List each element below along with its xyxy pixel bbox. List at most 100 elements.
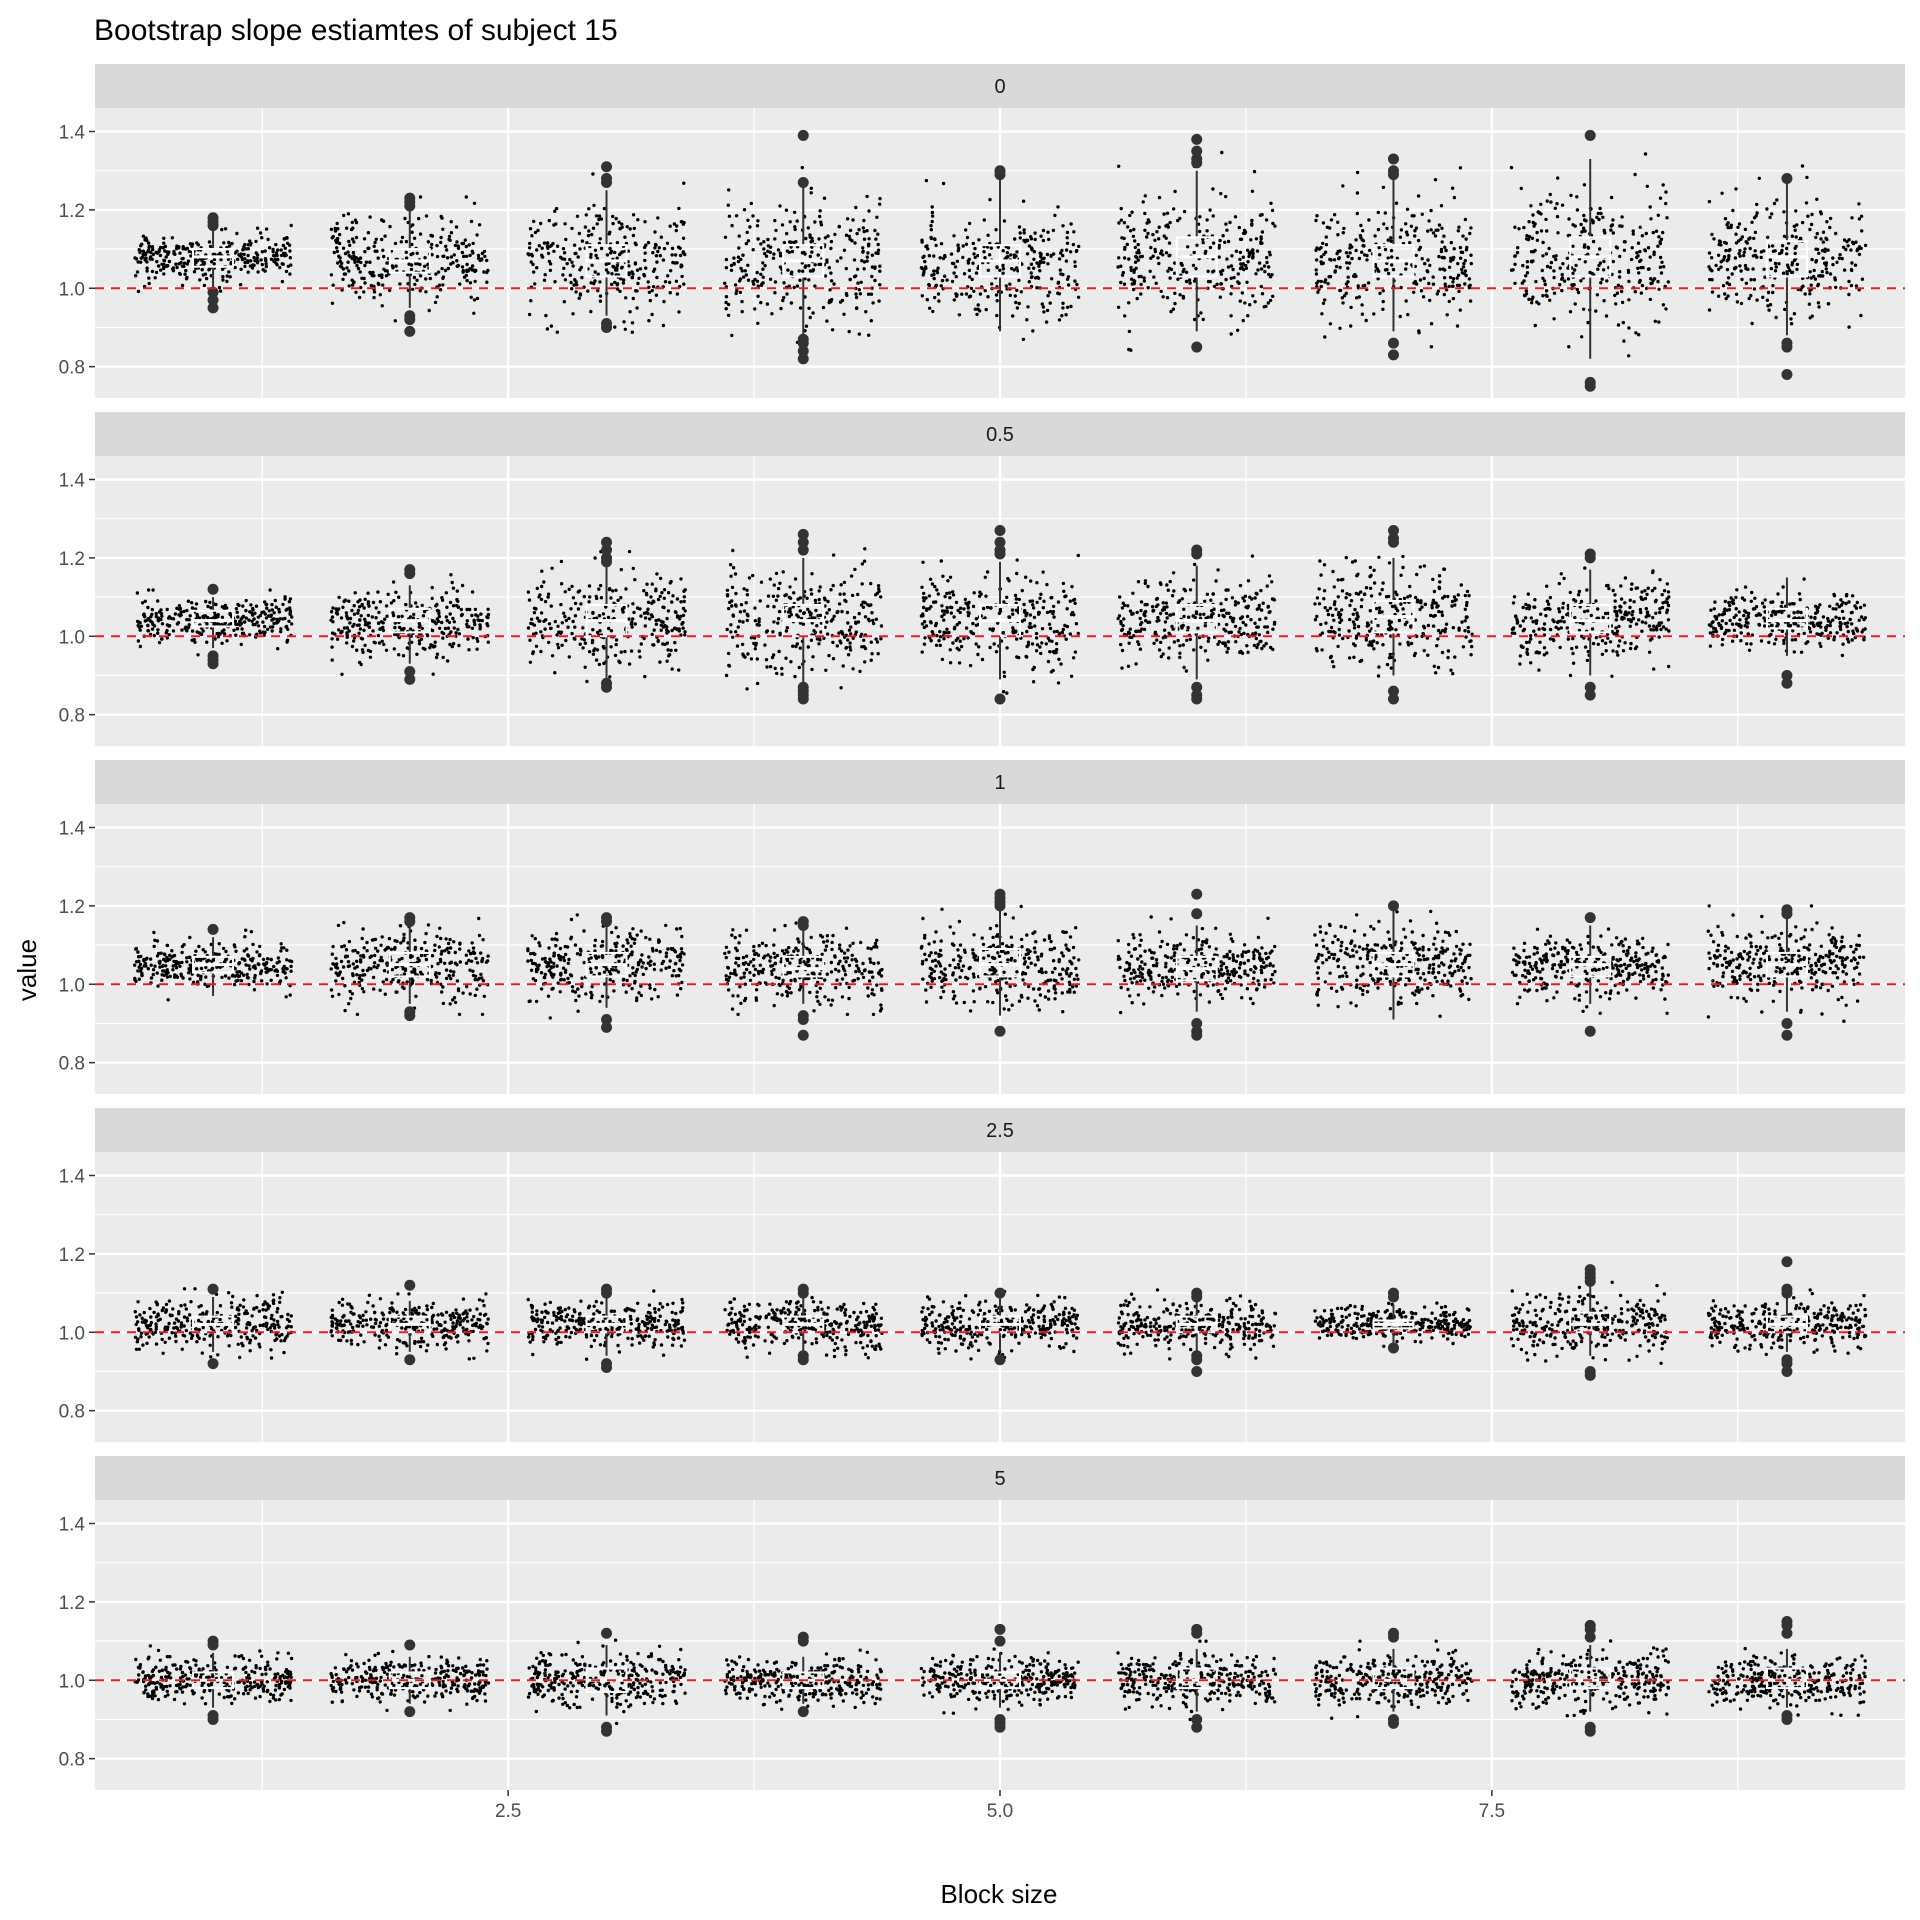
data-point: [1457, 626, 1461, 630]
data-point: [795, 642, 799, 646]
outlier-point: [1781, 368, 1793, 380]
data-point: [957, 661, 962, 665]
data-point: [746, 652, 750, 656]
data-point: [806, 645, 810, 649]
data-point: [1389, 239, 1393, 243]
data-point: [342, 626, 347, 630]
data-point: [942, 637, 946, 641]
data-point: [337, 241, 342, 246]
data-point: [547, 218, 551, 223]
data-point: [452, 626, 456, 630]
data-point: [680, 264, 684, 268]
outlier-point: [1387, 349, 1399, 361]
data-point: [876, 652, 880, 656]
data-point: [1766, 304, 1770, 308]
data-point: [817, 642, 821, 646]
data-point: [1792, 312, 1797, 316]
data-point: [989, 606, 993, 610]
data-point: [1586, 245, 1590, 249]
data-point: [940, 657, 945, 662]
data-point: [1347, 656, 1352, 660]
data-point: [1753, 249, 1757, 253]
data-point: [1614, 302, 1618, 306]
data-point: [671, 594, 675, 598]
data-point: [167, 259, 172, 264]
data-point: [352, 622, 356, 627]
data-point: [330, 236, 334, 240]
data-point: [1793, 228, 1797, 232]
data-point: [862, 638, 866, 642]
data-point: [1324, 621, 1328, 625]
data-point: [1346, 275, 1350, 279]
data-point: [1171, 612, 1176, 616]
data-point: [635, 606, 640, 610]
data-point: [1648, 205, 1652, 209]
data-point: [819, 220, 823, 224]
data-point: [1445, 313, 1449, 317]
data-point: [152, 633, 156, 638]
y-tick-label: 0.8: [59, 706, 85, 727]
data-point: [1452, 247, 1456, 251]
data-point: [1072, 230, 1076, 234]
data-point: [1041, 305, 1046, 309]
data-point: [610, 282, 614, 287]
data-point: [353, 218, 358, 222]
data-point: [998, 268, 1002, 272]
outlier-point: [797, 544, 809, 556]
data-point: [187, 618, 191, 622]
data-point: [810, 250, 814, 254]
data-point: [258, 231, 263, 235]
data-point: [854, 205, 858, 210]
data-point: [844, 266, 848, 271]
data-point: [749, 201, 753, 206]
data-point: [683, 609, 687, 613]
data-point: [464, 254, 469, 258]
data-point: [358, 627, 363, 631]
data-point: [1447, 265, 1452, 269]
outlier-point: [1584, 380, 1596, 392]
data-point: [801, 269, 805, 273]
data-point: [1404, 222, 1408, 226]
data-point: [803, 264, 808, 268]
data-point: [437, 283, 442, 287]
data-point: [960, 292, 964, 296]
data-point: [802, 611, 806, 616]
data-point: [1348, 251, 1352, 255]
data-point: [444, 248, 449, 252]
data-point: [347, 629, 351, 633]
data-point: [1249, 618, 1253, 622]
data-point: [808, 235, 812, 239]
data-point: [1001, 630, 1006, 635]
data-point: [1736, 225, 1740, 229]
data-point: [848, 641, 852, 645]
data-point: [1168, 579, 1172, 584]
data-point: [772, 252, 776, 256]
data-point: [440, 266, 444, 271]
data-point: [343, 251, 348, 256]
data-point: [1065, 305, 1070, 309]
data-point: [1322, 597, 1326, 601]
data-point: [1271, 294, 1275, 298]
data-point: [1437, 609, 1441, 614]
data-point: [1356, 284, 1360, 288]
data-point: [1752, 216, 1757, 220]
data-point: [1119, 619, 1123, 624]
data-point: [781, 570, 785, 574]
data-point: [472, 201, 477, 205]
data-point: [452, 253, 456, 257]
data-point: [1260, 646, 1264, 651]
data-point: [255, 256, 259, 260]
data-point: [1122, 617, 1126, 621]
data-point: [1859, 214, 1864, 218]
data-point: [239, 267, 243, 271]
data-point: [394, 590, 398, 594]
data-point: [1239, 262, 1243, 266]
data-point: [852, 258, 857, 262]
data-point: [1334, 264, 1339, 269]
data-point: [680, 274, 684, 279]
data-point: [1378, 253, 1382, 257]
data-point: [593, 270, 597, 274]
data-point: [458, 282, 462, 286]
data-point: [651, 285, 656, 289]
data-point: [666, 274, 670, 278]
